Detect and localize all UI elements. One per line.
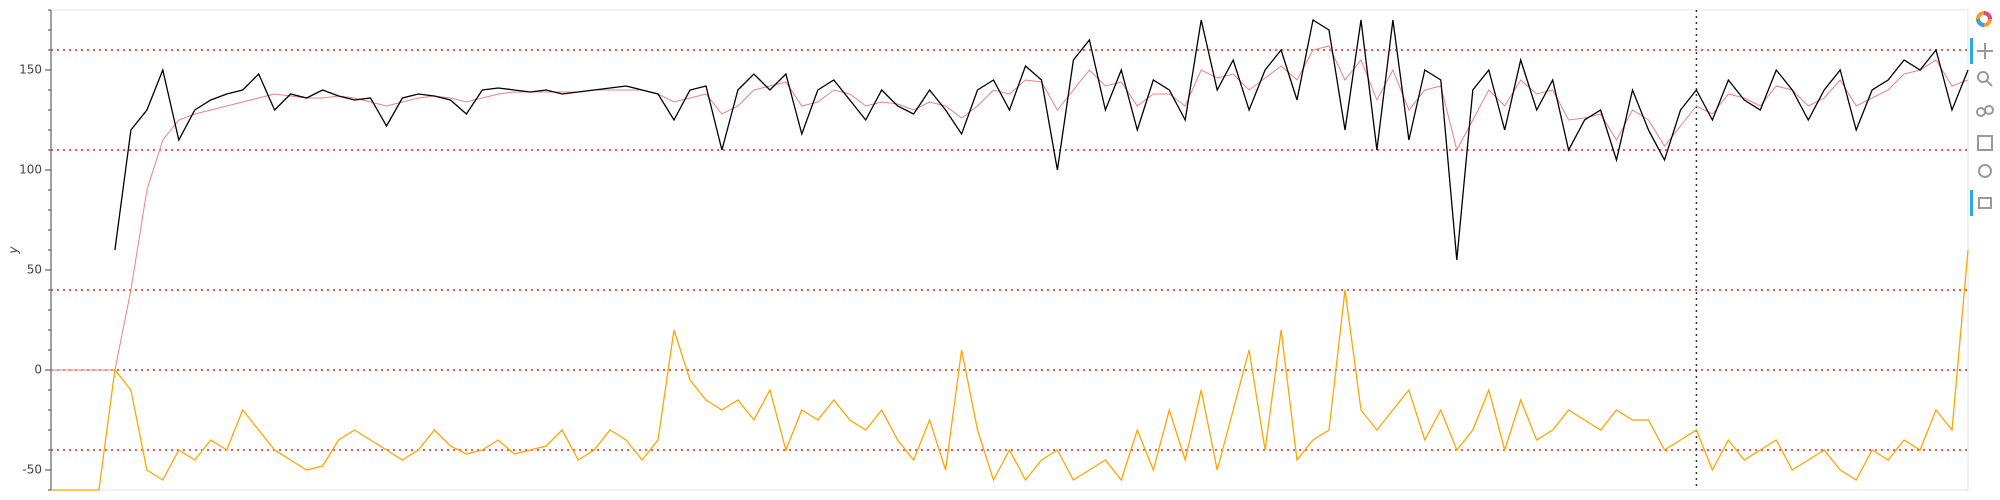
series-line [114,18,1969,261]
reset-tool[interactable] [1978,164,1992,178]
plot-area: -50 0 50 100 150 [19,9,1969,491]
wheel-zoom-tool[interactable] [1976,105,1994,117]
save-tool[interactable] [1977,135,1993,151]
series-line [51,249,1969,491]
bokeh-logo[interactable] [1976,11,1992,27]
series-line [51,45,1969,371]
hover-tool[interactable] [1978,197,1992,209]
active-indicator [1970,38,1973,64]
y-tick-label: 0 [34,363,42,377]
y-tick-label: 150 [19,63,42,77]
active-indicator [1970,190,1973,216]
pan-tool[interactable] [1977,43,1993,59]
box-zoom-tool[interactable] [1977,71,1993,87]
y-tick-label: -50 [22,463,42,477]
y-tick-label: 50 [27,263,42,277]
y-axis-label: y [7,246,21,255]
y-tick-label: 100 [19,163,42,177]
toolbar [1970,11,1994,216]
